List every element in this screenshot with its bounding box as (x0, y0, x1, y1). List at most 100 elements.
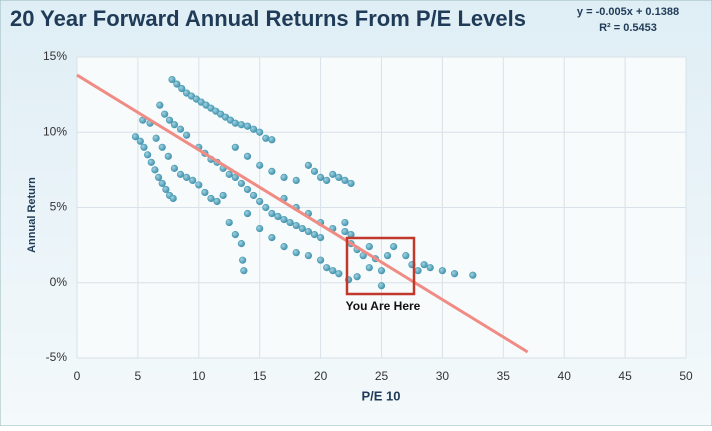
x-tick-label: 35 (497, 369, 511, 383)
point (329, 267, 337, 275)
point (286, 218, 294, 227)
point (213, 197, 221, 206)
point (280, 243, 288, 251)
y-tick-label: 15% (43, 49, 67, 63)
point (168, 75, 176, 84)
point (162, 185, 170, 194)
point (140, 143, 148, 151)
point (365, 264, 373, 272)
x-tick-label: 30 (436, 369, 450, 383)
point (304, 161, 313, 169)
point (280, 215, 288, 224)
point (450, 270, 459, 278)
point (237, 121, 246, 129)
annotation: You Are Here (346, 299, 421, 313)
x-tick-label: 15 (253, 369, 267, 383)
y-tick-label: 10% (43, 124, 67, 138)
point (183, 173, 191, 181)
point (274, 212, 282, 221)
point (469, 271, 477, 279)
point (219, 191, 227, 200)
point (225, 218, 233, 227)
point (292, 176, 300, 185)
point (323, 176, 331, 185)
point (201, 188, 209, 197)
point (237, 240, 246, 248)
y-tick-label: 5% (50, 200, 68, 214)
point (377, 282, 386, 290)
point (237, 179, 246, 188)
point (147, 158, 155, 166)
point (341, 227, 349, 236)
point (183, 131, 191, 139)
point (341, 218, 349, 227)
point (310, 167, 319, 175)
point (341, 176, 349, 185)
point (152, 134, 160, 142)
equation: y = -0.005x + 0.1388 (577, 6, 679, 18)
r-squared: R² = 0.5453 (599, 22, 657, 34)
point (195, 181, 203, 189)
x-tick-label: 25 (375, 369, 389, 383)
point (164, 152, 172, 160)
point (176, 170, 185, 178)
highlight-box (345, 236, 416, 296)
trendline (76, 73, 529, 354)
point (207, 194, 215, 203)
point (155, 173, 163, 181)
point (136, 137, 144, 145)
point (329, 170, 337, 178)
y-tick-label: 0% (50, 275, 68, 289)
point (347, 179, 355, 188)
point (353, 273, 361, 281)
point (268, 234, 276, 242)
point (268, 167, 276, 175)
point (250, 125, 258, 133)
point (231, 119, 239, 127)
x-tick-label: 45 (618, 369, 632, 383)
chart-title: 20 Year Forward Annual Returns From P/E … (10, 6, 526, 31)
point (292, 249, 300, 257)
y-axis-label: Annual Return (26, 177, 38, 253)
x-tick-label: 10 (192, 369, 206, 383)
x-axis-label: P/E 10 (361, 388, 400, 403)
point (268, 209, 276, 218)
point (402, 252, 410, 260)
point (310, 230, 319, 239)
point (144, 151, 152, 159)
point (231, 230, 239, 239)
point (156, 101, 164, 109)
point (243, 152, 252, 160)
point (262, 134, 270, 142)
point (225, 170, 233, 178)
point (256, 128, 264, 136)
point (256, 197, 264, 206)
point (169, 194, 177, 203)
point (151, 166, 159, 174)
point (243, 185, 252, 194)
point (268, 136, 276, 144)
point (383, 252, 392, 260)
point (414, 267, 422, 275)
x-tick-label: 50 (679, 369, 693, 383)
point (173, 80, 181, 88)
y-tick-label: -5% (46, 350, 68, 364)
point (317, 234, 325, 242)
point (335, 270, 343, 278)
point (390, 243, 398, 251)
point (256, 161, 264, 169)
point (426, 264, 434, 272)
point (189, 176, 197, 185)
point (250, 191, 258, 200)
point (323, 264, 331, 272)
point (304, 252, 313, 260)
point (165, 116, 174, 124)
point (317, 256, 325, 264)
point (231, 143, 239, 151)
point (365, 243, 373, 251)
x-tick-label: 20 (314, 369, 328, 383)
point (298, 224, 306, 233)
point (292, 221, 300, 230)
